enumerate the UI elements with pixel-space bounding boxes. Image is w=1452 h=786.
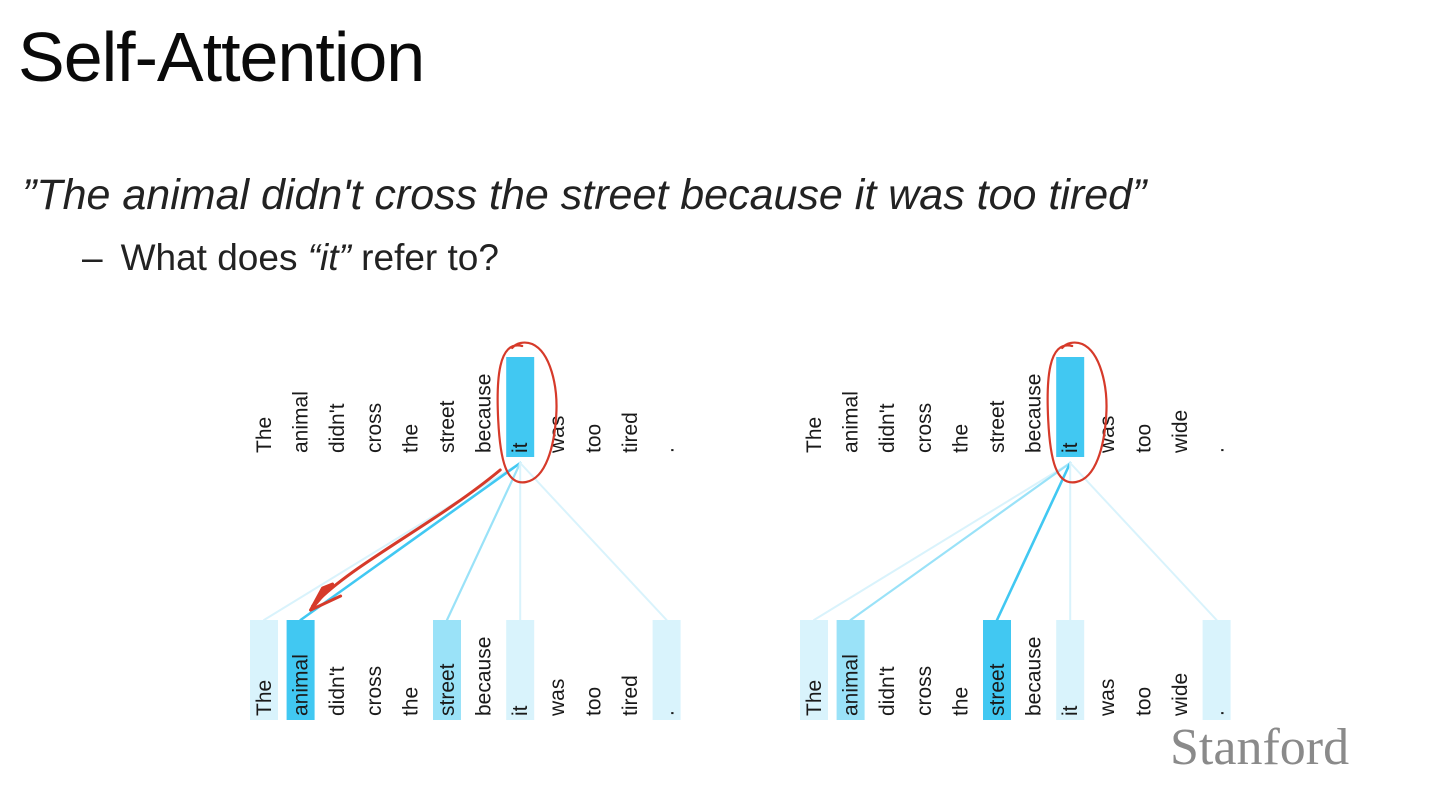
bottom-token-label: because (473, 637, 496, 716)
bottom-token-label: too (1132, 687, 1155, 716)
attention-weight-highlight (250, 620, 278, 720)
handwritten-circle-annotation (1046, 341, 1108, 484)
bottom-token-label: The (803, 680, 826, 716)
bottom-token-label: was (1096, 679, 1119, 717)
top-token-label: too (1132, 424, 1155, 453)
top-token-label: was (546, 416, 569, 454)
bottom-token-label: didn't (876, 666, 899, 716)
bullet-emphasis: “it” (307, 237, 351, 278)
top-token-label: because (473, 374, 496, 453)
attention-line (1069, 462, 1218, 621)
query-token-highlight (1056, 357, 1085, 457)
top-token-label: cross (913, 403, 936, 453)
attention-weight-highlight (506, 620, 535, 720)
example-sentence-quote: ”The animal didn't cross the street beca… (22, 171, 1147, 219)
top-token-label: didn't (326, 403, 349, 453)
top-token-label: the (399, 424, 422, 453)
top-token-label: . (656, 447, 679, 453)
bottom-token-label: cross (363, 666, 386, 716)
bottom-token-label: tired (619, 675, 642, 716)
top-token-label: it (509, 442, 532, 453)
bottom-token-label: it (509, 705, 532, 716)
question-bullet: – What does “it” refer to? (82, 237, 499, 279)
attention-weight-highlight (983, 620, 1011, 720)
top-token-label: animal (840, 391, 863, 453)
attention-line (519, 462, 668, 621)
attention-weight-highlight (652, 620, 681, 720)
bottom-token-label: street (436, 663, 459, 716)
top-token-label: animal (290, 391, 313, 453)
stanford-logo: Stanford (1170, 719, 1350, 776)
bottom-token-label: . (656, 710, 679, 716)
attention-weight-highlight (433, 620, 461, 720)
handwritten-arrow-annotation (311, 468, 502, 608)
attention-diagram-tired: The animal didn't cross the street because it wa… (250, 341, 681, 720)
bottom-token-label: street (986, 663, 1009, 716)
top-token-label: cross (363, 403, 386, 453)
attention-weight-highlight (800, 620, 828, 720)
attention-weight-highlight (1056, 620, 1085, 720)
attention-diagram-wide: The animal didn't cross the street because it wa… (800, 341, 1231, 720)
top-token-label: the (949, 424, 972, 453)
attention-line (995, 461, 1072, 622)
query-token-highlight (506, 357, 535, 457)
bottom-token-label: animal (840, 654, 863, 716)
bottom-token-label: the (949, 687, 972, 716)
bottom-token-label: didn't (326, 666, 349, 716)
attention-weight-highlight (1202, 620, 1231, 720)
bottom-token-label: cross (913, 666, 936, 716)
bottom-token-label: too (582, 687, 605, 716)
bottom-token-label: . (1206, 710, 1229, 716)
top-token-label: The (803, 417, 826, 453)
attention-line (263, 462, 522, 621)
top-token-label: wide (1169, 410, 1192, 454)
bottom-token-label: The (253, 680, 276, 716)
bullet-dash: – (82, 237, 103, 278)
attention-weight-highlight (286, 620, 315, 720)
top-token-label: street (986, 400, 1009, 453)
bottom-token-label: animal (290, 654, 313, 716)
slide-title: Self-Attention (18, 18, 425, 96)
bullet-prefix: What does (120, 237, 308, 278)
top-token-label: . (1206, 447, 1229, 453)
bottom-token-label: the (399, 687, 422, 716)
top-token-label: was (1096, 416, 1119, 454)
attention-line (813, 462, 1072, 621)
arrowhead-annotation (309, 582, 343, 612)
top-token-label: too (582, 424, 605, 453)
bottom-token-label: wide (1169, 673, 1192, 717)
top-token-label: tired (619, 412, 642, 453)
bottom-token-label: it (1059, 705, 1082, 716)
top-token-label: street (436, 400, 459, 453)
top-token-label: The (253, 417, 276, 453)
top-token-label: it (1059, 442, 1082, 453)
handwritten-circle-annotation (496, 341, 558, 484)
bottom-token-label: was (546, 679, 569, 717)
attention-line (849, 461, 1072, 622)
attention-line (445, 461, 522, 622)
top-token-label: because (1023, 374, 1046, 453)
attention-line (299, 461, 522, 622)
top-token-label: didn't (876, 403, 899, 453)
bullet-suffix: refer to? (350, 237, 499, 278)
bottom-token-label: because (1023, 637, 1046, 716)
attention-weight-highlight (836, 620, 865, 720)
